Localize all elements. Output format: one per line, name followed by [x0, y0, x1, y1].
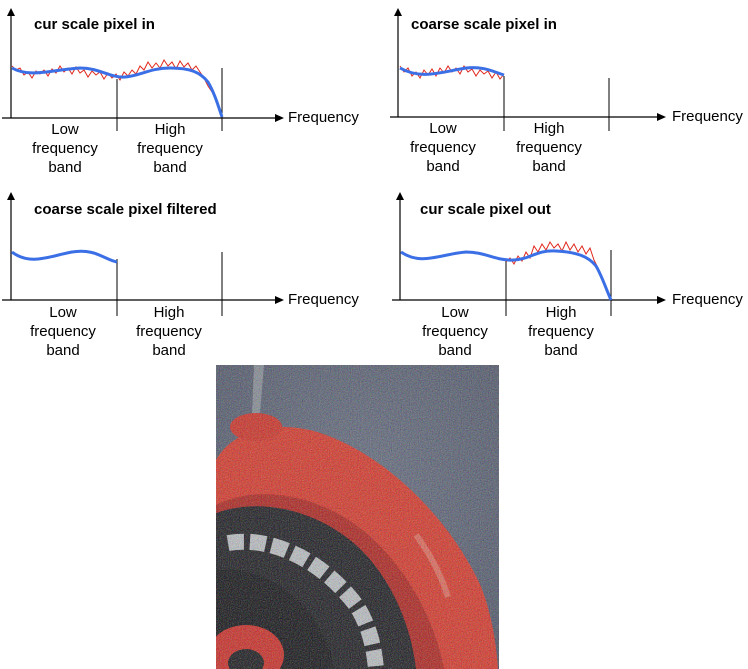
band-line: band: [48, 159, 82, 176]
frequency-axis-label: Frequency: [672, 291, 743, 308]
panel-title: cur scale pixel out: [420, 201, 551, 218]
panel-cur-scale-pixel-in: cur scale pixel in Frequency Low frequen…: [0, 0, 370, 180]
band-line: Low: [49, 304, 77, 321]
smooth-curve: [11, 66, 224, 118]
panel-3-graph: [2, 192, 284, 316]
band-line: frequency: [528, 323, 594, 340]
band-line: frequency: [422, 323, 488, 340]
panel-cur-scale-pixel-out: cur scale pixel out Frequency Low freque…: [386, 184, 748, 364]
frequency-axis-label: Frequency: [288, 109, 359, 126]
band-line: frequency: [32, 140, 98, 157]
panel-title: cur scale pixel in: [34, 16, 155, 33]
band-line: band: [532, 158, 566, 175]
band-line: frequency: [516, 139, 582, 156]
smooth-curve: [399, 66, 505, 77]
panel-1-graph: [2, 8, 284, 131]
band-line: frequency: [410, 139, 476, 156]
band-line: band: [153, 159, 187, 176]
band-line: frequency: [136, 323, 202, 340]
band-line: Low: [429, 120, 457, 137]
band-line: frequency: [137, 140, 203, 157]
panel-4-graph: [392, 192, 666, 316]
band-line: High: [153, 304, 185, 321]
smooth-curve: [11, 249, 118, 264]
band-line: band: [438, 342, 472, 359]
band-line: band: [46, 342, 80, 359]
low-frequency-band-label: Low frequency band: [10, 303, 116, 360]
band-line: band: [544, 342, 578, 359]
band-line: High: [545, 304, 577, 321]
photo-image: [216, 365, 499, 669]
frequency-axis-label: Frequency: [288, 291, 359, 308]
high-frequency-band-label: High frequency band: [116, 303, 222, 360]
band-line: Low: [51, 121, 79, 138]
noisy-photo-svg: [216, 365, 499, 669]
panel-2-graph: [390, 8, 666, 131]
panel-coarse-scale-pixel-filtered: coarse scale pixel filtered Frequency Lo…: [0, 184, 370, 364]
band-line: High: [533, 120, 565, 137]
frequency-axis-label: Frequency: [672, 108, 743, 125]
panel-title: coarse scale pixel in: [411, 16, 557, 33]
band-line: Low: [441, 304, 469, 321]
low-frequency-band-label: Low frequency band: [402, 303, 508, 360]
panel-title: coarse scale pixel filtered: [34, 201, 217, 218]
band-line: frequency: [30, 323, 96, 340]
panel-coarse-scale-pixel-in: coarse scale pixel in Frequency Low freq…: [386, 0, 748, 180]
high-frequency-band-label: High frequency band: [508, 303, 614, 360]
high-frequency-band-label: High frequency band: [117, 120, 223, 177]
low-frequency-band-label: Low frequency band: [390, 119, 496, 176]
band-line: band: [152, 342, 186, 359]
band-line: High: [154, 121, 186, 138]
smooth-curve: [400, 249, 613, 301]
low-frequency-band-label: Low frequency band: [12, 120, 118, 177]
high-frequency-band-label: High frequency band: [496, 119, 602, 176]
band-line: band: [426, 158, 460, 175]
